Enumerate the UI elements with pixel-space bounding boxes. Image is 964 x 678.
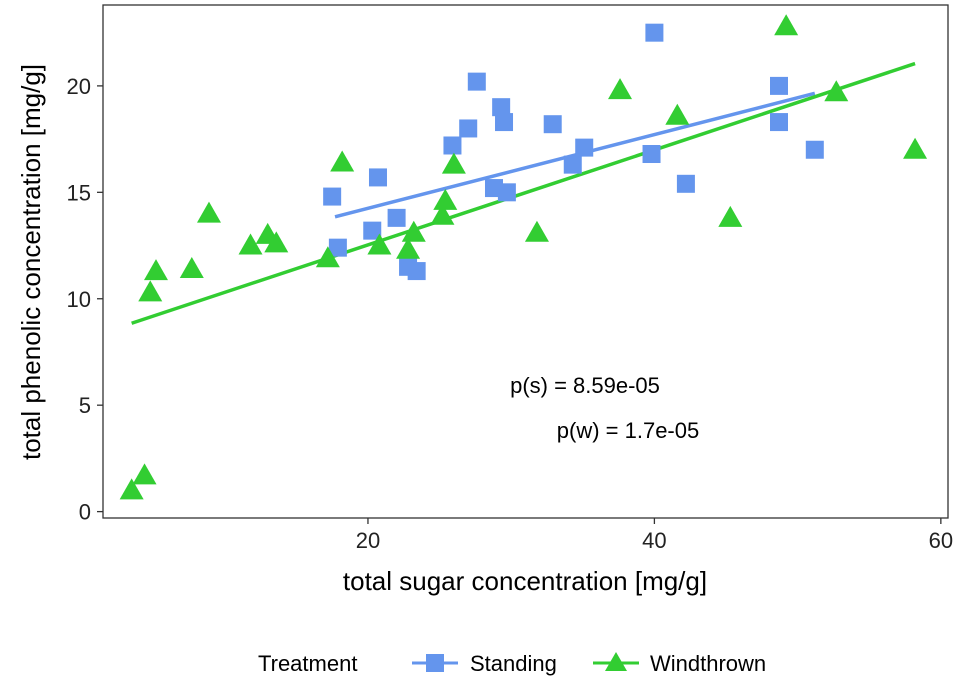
point-windthrown xyxy=(401,220,426,242)
y-tick-label: 10 xyxy=(67,287,91,312)
point-standing xyxy=(407,262,426,281)
point-standing xyxy=(495,113,514,132)
point-standing xyxy=(642,145,661,164)
point-windthrown xyxy=(264,231,289,253)
point-standing xyxy=(492,98,511,117)
point-windthrown xyxy=(119,478,144,500)
panel-border xyxy=(102,4,949,519)
point-standing xyxy=(368,168,387,187)
x-axis: 20 40 60 xyxy=(356,518,953,553)
point-windthrown xyxy=(774,14,799,36)
point-windthrown xyxy=(824,80,849,102)
y-tick-label: 20 xyxy=(67,74,91,99)
fit-line-windthrown xyxy=(131,61,916,325)
annotation-p-windthrown: p(w) = 1.7e-05 xyxy=(557,418,699,443)
point-standing xyxy=(467,72,486,91)
point-standing xyxy=(497,183,516,202)
legend-label-windthrown: Windthrown xyxy=(650,651,766,676)
point-windthrown xyxy=(238,233,263,255)
point-standing xyxy=(387,208,406,227)
point-standing xyxy=(443,136,462,155)
point-windthrown xyxy=(430,203,455,225)
point-standing xyxy=(770,76,788,95)
fit-line-standing xyxy=(334,91,816,219)
legend-square-standing xyxy=(426,654,444,672)
x-axis-title: total sugar concentration [mg/g] xyxy=(343,566,707,596)
fit-lines xyxy=(131,61,916,325)
point-windthrown xyxy=(138,280,163,302)
point-windthrown xyxy=(665,103,690,125)
data-points xyxy=(119,14,928,500)
point-standing xyxy=(543,115,562,134)
point-windthrown xyxy=(396,237,421,259)
annotation-p-standing: p(s) = 8.59e-05 xyxy=(510,373,660,398)
point-windthrown xyxy=(330,150,355,172)
y-tick-label: 15 xyxy=(67,180,91,205)
point-windthrown xyxy=(196,201,221,223)
y-axis: 0 5 10 15 20 xyxy=(67,74,103,525)
point-windthrown xyxy=(315,246,340,268)
point-windthrown xyxy=(608,78,633,100)
x-tick-label: 40 xyxy=(642,528,666,553)
point-windthrown xyxy=(367,233,392,255)
point-windthrown xyxy=(524,220,549,242)
point-standing xyxy=(770,113,788,132)
point-windthrown xyxy=(143,259,168,281)
x-tick-label: 20 xyxy=(356,528,380,553)
point-standing xyxy=(363,221,382,240)
point-windthrown xyxy=(441,152,466,174)
point-windthrown xyxy=(718,205,743,227)
point-standing xyxy=(323,187,342,206)
point-standing xyxy=(805,140,824,159)
y-tick-label: 0 xyxy=(79,500,91,525)
legend-triangle-windthrown xyxy=(605,652,627,671)
point-standing xyxy=(563,155,582,174)
legend-title: Treatment xyxy=(258,651,357,676)
x-tick-label: 60 xyxy=(929,528,953,553)
y-axis-title: total phenolic concentration [mg/g] xyxy=(16,64,46,460)
point-windthrown xyxy=(179,256,204,278)
point-standing xyxy=(328,238,347,257)
point-windthrown xyxy=(132,463,157,485)
point-standing xyxy=(645,23,664,42)
point-standing xyxy=(459,119,478,138)
point-windthrown xyxy=(903,137,928,159)
point-standing xyxy=(676,174,695,193)
point-windthrown xyxy=(433,188,458,210)
point-standing xyxy=(575,138,594,157)
legend: Treatment Standing Windthrown xyxy=(258,651,766,676)
legend-label-standing: Standing xyxy=(470,651,557,676)
y-tick-label: 5 xyxy=(79,393,91,418)
